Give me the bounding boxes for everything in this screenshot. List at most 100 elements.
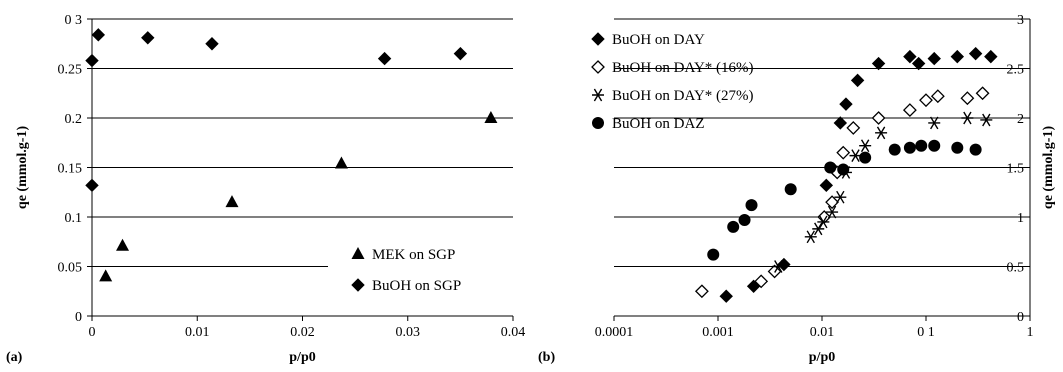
x-tick-label: 0.02 xyxy=(290,325,315,340)
chart-b-panel-label: (b) xyxy=(538,350,555,365)
x-tick-label: 0.04 xyxy=(501,325,526,340)
data-point xyxy=(888,143,901,156)
data-point xyxy=(91,28,106,42)
x-tick-label: 0.03 xyxy=(396,325,421,340)
data-point xyxy=(930,89,945,104)
data-point xyxy=(903,141,916,154)
data-point xyxy=(928,139,941,152)
chart-a-x-ticks: 0 0.01 0.02 0.03 0.04 xyxy=(89,316,526,340)
chart-a-panel-label: (a) xyxy=(6,350,23,365)
legend-marker xyxy=(591,32,605,46)
chart-b-legend: BuOH on DAY BuOH on DAY* (16%) BuOH on DAY… xyxy=(591,32,754,132)
data-point xyxy=(846,120,861,135)
legend-marker xyxy=(591,60,605,74)
data-point xyxy=(772,260,785,273)
data-point xyxy=(116,238,130,251)
chart-a: 0 0.01 0.02 0.03 0.04 0 0.05 0.1 0.15 0.2 0.25 0 3… xyxy=(6,13,525,365)
chart-b-gridlines xyxy=(614,18,1030,267)
data-point xyxy=(837,163,850,176)
data-point xyxy=(745,199,758,212)
y-tick-label: 3 xyxy=(1017,13,1024,28)
data-point xyxy=(825,195,839,210)
data-point xyxy=(719,289,733,303)
chart-b: 0.0001 0.001 0.01 0 1 1 0 0.5 1 1.5 2 2.5 3 BuOH o… xyxy=(538,13,1056,365)
y-tick-label: 1 xyxy=(1017,211,1024,226)
data-point xyxy=(859,139,872,153)
legend-marker xyxy=(592,117,604,129)
data-point xyxy=(975,86,990,101)
y-tick-label: 0.1 xyxy=(65,211,83,226)
legend-marker xyxy=(592,88,604,102)
data-point xyxy=(784,183,797,196)
data-point xyxy=(871,111,886,125)
legend-entry: MEK on SGP xyxy=(372,247,455,263)
y-tick-label: 0.5 xyxy=(1007,261,1025,276)
chart-a-x-label: p/p0 xyxy=(289,350,315,365)
data-point xyxy=(141,31,155,45)
legend-entry: BuOH on DAY xyxy=(612,32,705,48)
legend-marker xyxy=(351,278,365,292)
data-point xyxy=(951,141,964,154)
data-point xyxy=(969,143,982,156)
chart-b-x-ticks: 0.0001 0.001 0.01 0 1 1 xyxy=(595,316,1034,340)
data-point xyxy=(833,116,848,130)
legend-entry: BuOH on DAZ xyxy=(612,116,705,132)
data-point xyxy=(927,51,941,66)
chart-b-y-ticks: 0 0.5 1 1.5 2 2.5 3 xyxy=(1007,13,1030,325)
y-tick-label: 0 xyxy=(75,310,82,325)
data-point xyxy=(902,103,917,117)
data-point xyxy=(334,156,348,169)
data-point xyxy=(950,49,965,64)
data-point xyxy=(915,139,928,152)
chart-a-y-ticks: 0 0.05 0.1 0.15 0.2 0.25 0 3 xyxy=(58,13,92,325)
data-point xyxy=(738,213,751,226)
chart-a-legend: MEK on SGP BuOH on SGP xyxy=(351,247,461,294)
data-point xyxy=(205,37,219,51)
data-point xyxy=(817,215,830,229)
data-point xyxy=(819,178,834,193)
x-tick-label: 0.001 xyxy=(702,325,734,340)
data-point xyxy=(85,53,99,68)
data-point xyxy=(961,111,974,125)
data-point xyxy=(836,145,851,160)
data-point xyxy=(980,113,993,127)
data-point xyxy=(484,111,498,123)
chart-a-points xyxy=(85,28,498,282)
data-point xyxy=(99,269,113,282)
legend-entry: BuOH on SGP xyxy=(372,278,461,294)
data-point xyxy=(812,222,825,236)
y-tick-label: 0.15 xyxy=(58,162,83,177)
y-tick-label: 0 3 xyxy=(65,13,83,28)
data-point xyxy=(727,220,740,233)
chart-b-y-label: qe (mmol.g-1) xyxy=(1041,126,1056,210)
x-tick-label: 1 xyxy=(1027,325,1034,340)
data-point xyxy=(903,49,917,64)
data-point xyxy=(960,91,975,106)
data-point xyxy=(928,116,941,130)
y-tick-label: 0 xyxy=(1017,310,1024,325)
data-point xyxy=(377,51,392,66)
y-tick-label: 0.2 xyxy=(65,112,83,127)
data-point xyxy=(834,190,847,204)
chart-a-gridlines xyxy=(92,18,513,267)
chart-a-y-label: qe (mmol.g-1) xyxy=(15,126,30,210)
y-tick-label: 2 xyxy=(1017,112,1024,127)
data-point xyxy=(839,97,853,111)
data-point xyxy=(968,46,983,61)
x-tick-label: 0.01 xyxy=(810,325,835,340)
data-point xyxy=(875,126,888,140)
x-tick-label: 0 1 xyxy=(917,325,935,340)
x-tick-label: 0.0001 xyxy=(595,325,634,340)
chart-b-x-label: p/p0 xyxy=(809,350,835,365)
y-tick-label: 1.5 xyxy=(1007,162,1025,177)
x-tick-label: 0 xyxy=(89,325,96,340)
data-point xyxy=(694,284,709,299)
x-tick-label: 0.01 xyxy=(185,325,210,340)
chart-b-points xyxy=(694,46,998,303)
data-point xyxy=(225,195,239,208)
data-point xyxy=(871,56,886,71)
data-point xyxy=(984,49,998,64)
data-point xyxy=(919,93,933,108)
data-point xyxy=(85,178,99,193)
legend-entry: BuOH on DAY* (16%) xyxy=(612,60,754,76)
